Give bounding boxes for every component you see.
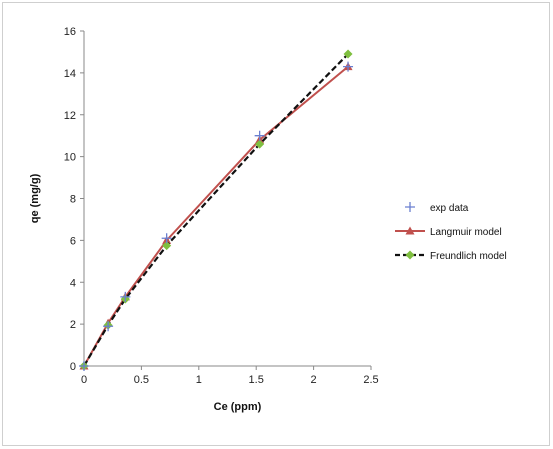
exp-data-point [161,233,172,244]
x-tick-label: 1 [196,374,202,386]
exp-data-point [254,130,265,141]
x-tick-label: 0.5 [134,374,149,386]
legend-label: exp data [430,203,469,214]
freundlich-line [83,53,349,367]
y-axis-label: qe (mg/g) [29,173,41,223]
series-langmuir-model [79,62,353,370]
y-tick-label: 10 [64,152,76,164]
exp-data-point [120,291,131,302]
legend-item: exp data [405,202,469,214]
series-exp-data [79,61,354,371]
axes [80,30,372,370]
legend-item: Langmuir model [395,226,502,238]
exp-data-point [79,361,89,371]
x-tick-label: 2.5 [363,374,378,386]
x-tick-label: 2 [311,374,317,386]
legend-freundlich-symbol [405,250,415,260]
y-tick-label: 12 [64,110,76,122]
legend-label: Freundlich model [430,251,507,262]
exp-data-point [103,321,114,332]
langmuir-line [83,65,349,367]
exp-data-point [343,61,354,72]
series-layer [79,49,354,371]
legend-item: Freundlich model [395,250,507,262]
y-tick-label: 6 [70,235,76,247]
y-tick-label: 0 [70,361,76,373]
chart-frame [2,2,550,446]
y-tick-label: 2 [70,319,76,331]
x-tick-label: 0 [81,374,87,386]
y-tick-label: 14 [64,68,76,80]
x-axis-label: Ce (ppm) [214,401,262,413]
legend-label: Langmuir model [430,227,502,238]
legend-langmuir-symbol [405,226,415,235]
y-tick-label: 16 [64,26,76,38]
legend: exp data Langmuir model Freundlich model [395,202,507,262]
freundlich-point [162,241,172,251]
x-tick-label: 1.5 [249,374,264,386]
tick-labels: 0 2 4 6 8 10 12 14 16 0 0.5 1 1.5 2 2.5 [64,26,379,386]
y-tick-label: 8 [70,194,76,206]
freundlich-point [343,49,353,59]
freundlich-point [255,139,265,149]
y-tick-label: 4 [70,277,76,289]
legend-exp-symbol [405,202,415,212]
